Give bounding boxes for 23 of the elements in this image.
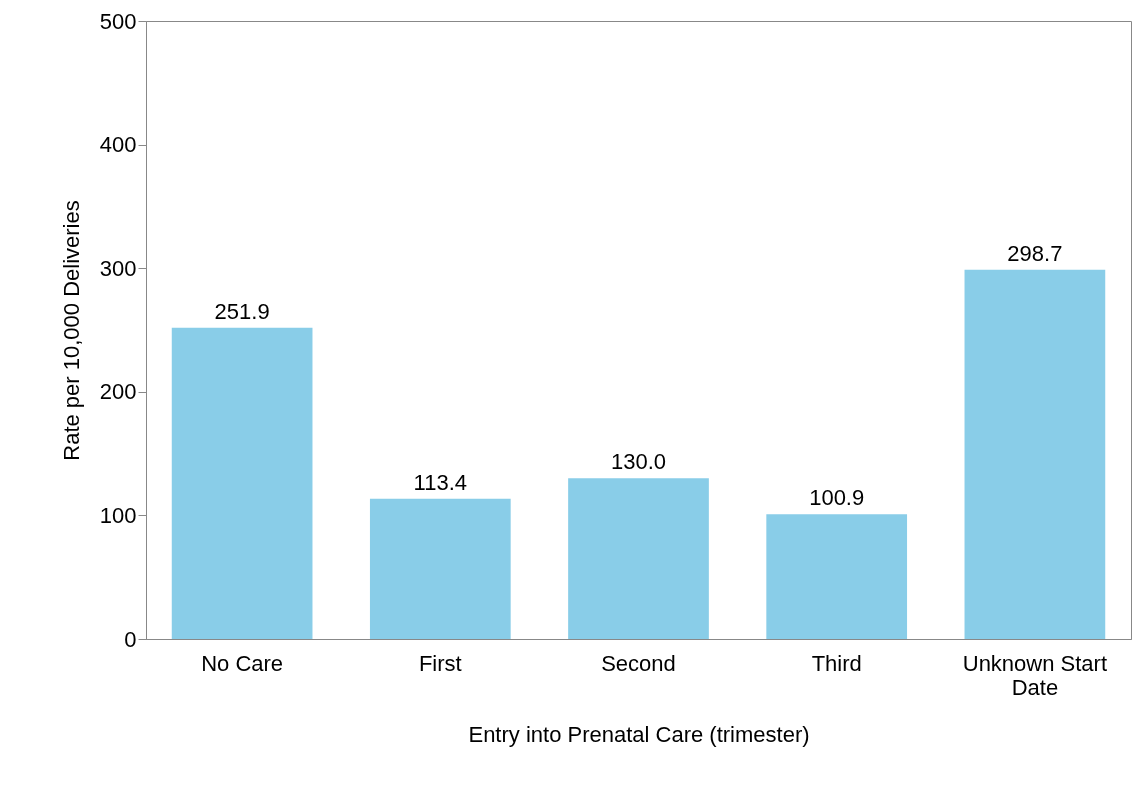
data-label: 130.0 (610, 449, 667, 475)
y-tick-label: 200 (99, 379, 137, 405)
bar (369, 498, 511, 639)
y-tick-label: 500 (99, 8, 137, 34)
x-tick-label: Second (601, 650, 676, 676)
y-tick-label: 100 (99, 502, 137, 528)
y-tick-label: 0 (124, 626, 137, 652)
x-tick-label: First (418, 650, 462, 676)
bar (766, 514, 908, 639)
bar (568, 478, 709, 639)
y-tick-label: 300 (99, 255, 137, 281)
data-label: 251.9 (214, 298, 270, 324)
data-label: 100.9 (809, 485, 865, 511)
y-axis-title: Rate per 10,000 Deliveries (58, 200, 84, 461)
data-label: 113.4 (413, 469, 468, 495)
x-tick-label: Unknown Start Date (962, 650, 1108, 700)
x-axis-title: Entry into Prenatal Care (trimester) (468, 721, 810, 747)
x-tick-label: Third (811, 650, 862, 676)
data-label: 298.7 (1007, 240, 1063, 266)
bar (964, 269, 1106, 639)
y-tick-label: 400 (99, 132, 137, 158)
x-tick-label: No Care (201, 650, 284, 676)
bar (171, 327, 313, 639)
